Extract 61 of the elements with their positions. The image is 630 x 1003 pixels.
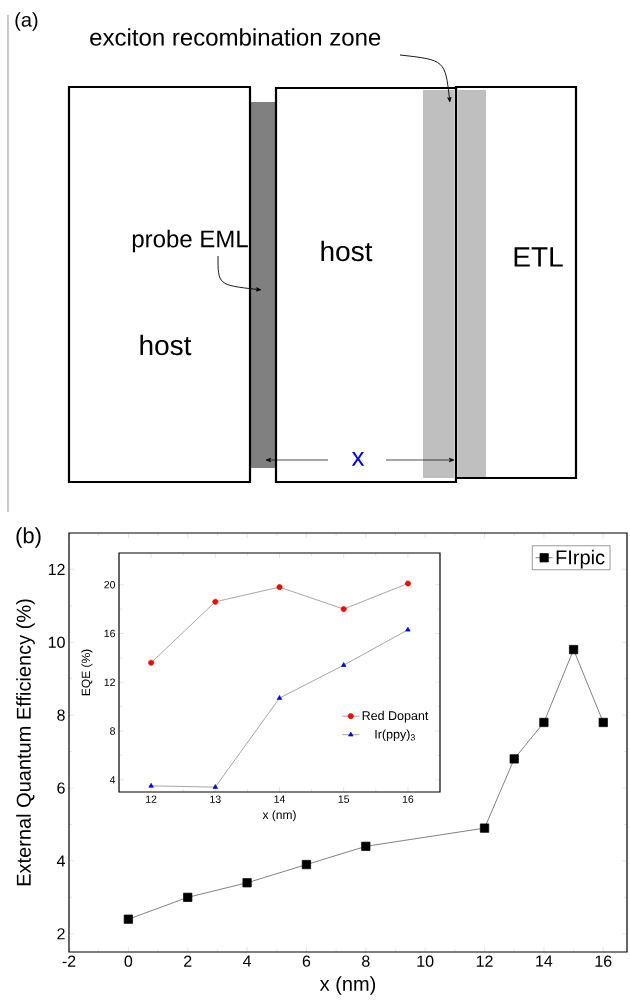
y-tick-label: 6: [57, 782, 65, 794]
text: host: [321, 240, 373, 262]
point: [341, 662, 347, 667]
point: [276, 695, 283, 700]
x-tick-label: 12: [146, 795, 157, 803]
chart-title: (b): [16, 527, 41, 548]
y-tick-label: 12: [104, 678, 115, 686]
x-axis-title: x (nm): [319, 976, 376, 995]
y-tick-label: 10: [48, 636, 65, 648]
x-tick-label: 14: [274, 795, 286, 803]
text: probe EML: [132, 229, 248, 253]
y-tick-label: 2: [57, 928, 65, 940]
point: [123, 914, 133, 924]
point: [404, 580, 411, 587]
y-tick-label: 8: [57, 709, 65, 721]
text: x: [351, 452, 365, 466]
text: (a): [15, 12, 38, 31]
x-tick-label: 10: [417, 955, 434, 967]
point: [212, 598, 219, 605]
x-tick-label: 8: [362, 955, 370, 967]
x-tick-label: 12: [476, 955, 493, 967]
point: [148, 659, 155, 666]
point: [148, 782, 154, 788]
point: [569, 645, 579, 655]
text: host: [140, 334, 192, 356]
y-tick-label: 8: [110, 727, 116, 735]
point: [361, 841, 371, 851]
y-axis-title: EQE (%): [81, 649, 93, 696]
y-tick-label: 12: [48, 563, 65, 576]
x-tick-label: -2: [62, 955, 76, 967]
x-tick-label: 16: [595, 955, 612, 967]
point: [301, 860, 311, 870]
y-axis-title: External Quantum Efficiency (%): [16, 599, 35, 886]
legend-label: FIrpic: [556, 549, 605, 569]
x-tick-label: 4: [243, 955, 252, 967]
point: [598, 717, 608, 728]
point: [242, 878, 252, 888]
x-tick-label: 0: [124, 955, 133, 967]
x-tick-label: 15: [338, 795, 350, 803]
point: [509, 754, 519, 764]
x-tick-label: 2: [184, 955, 192, 967]
point: [539, 717, 549, 728]
x-tick-label: 13: [210, 795, 221, 803]
legend-label: Red Dopant: [362, 710, 429, 723]
y-tick-label: 4: [56, 855, 65, 867]
x-axis-title: x (nm): [262, 810, 296, 822]
point: [405, 626, 411, 632]
point: [212, 784, 218, 789]
x-tick-label: 14: [536, 955, 553, 967]
text: ETL: [514, 247, 563, 267]
x-tick-label: 6: [302, 955, 311, 967]
point: [340, 606, 347, 613]
point: [183, 892, 193, 902]
y-tick-label: 20: [104, 580, 116, 589]
point: [276, 584, 283, 591]
y-tick-label: 16: [104, 629, 116, 638]
text: exciton recombination zone: [90, 28, 381, 46]
point: [479, 823, 490, 833]
y-tick-label: 4: [109, 776, 116, 784]
x-tick-label: 16: [402, 795, 414, 803]
legend-label: Ir(ppy)$_{3}$: [375, 729, 415, 742]
